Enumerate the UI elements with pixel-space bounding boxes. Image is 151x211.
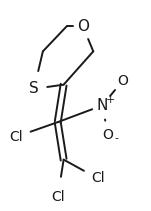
Text: -: - <box>114 133 118 143</box>
Text: +: + <box>106 95 115 105</box>
Text: Cl: Cl <box>9 130 23 144</box>
Text: Cl: Cl <box>91 171 104 185</box>
Text: O: O <box>103 128 114 142</box>
Text: O: O <box>77 19 89 34</box>
Text: N: N <box>96 98 108 113</box>
Text: O: O <box>117 73 128 88</box>
Text: S: S <box>29 81 39 96</box>
Text: Cl: Cl <box>51 190 64 204</box>
